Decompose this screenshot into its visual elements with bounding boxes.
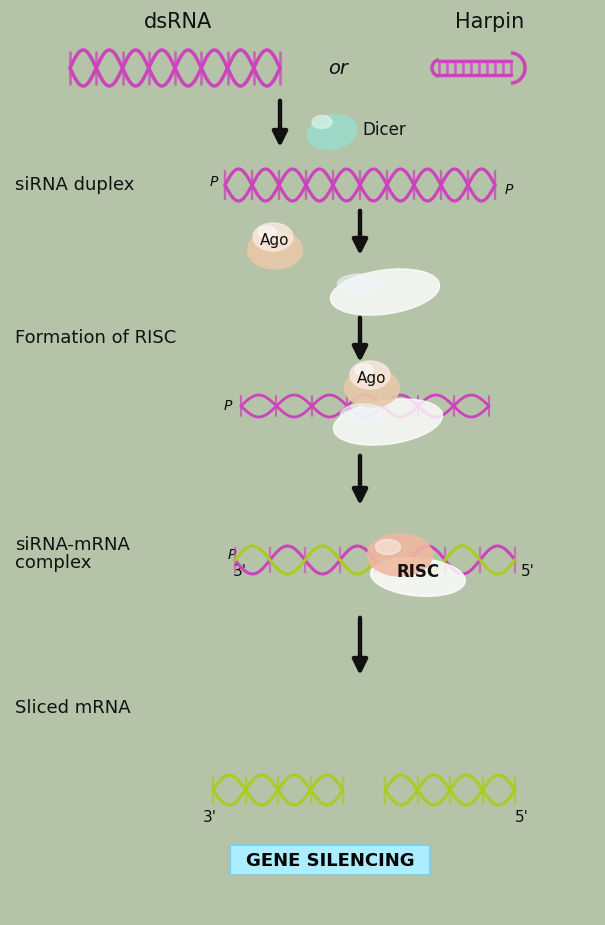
Text: RISC: RISC	[396, 563, 440, 581]
Ellipse shape	[350, 361, 390, 389]
Text: 5': 5'	[521, 564, 535, 579]
Text: P: P	[209, 175, 218, 189]
Ellipse shape	[247, 231, 302, 269]
Ellipse shape	[371, 558, 465, 597]
Ellipse shape	[253, 223, 293, 251]
FancyBboxPatch shape	[230, 845, 430, 875]
Text: dsRNA: dsRNA	[144, 12, 212, 32]
Text: P: P	[228, 548, 236, 562]
Text: Formation of RISC: Formation of RISC	[15, 329, 176, 347]
Text: 3': 3'	[203, 810, 217, 825]
Text: Sliced mRNA: Sliced mRNA	[15, 699, 131, 717]
Ellipse shape	[367, 534, 433, 576]
Text: siRNA-mRNA: siRNA-mRNA	[15, 536, 130, 554]
Text: GENE SILENCING: GENE SILENCING	[246, 852, 414, 870]
Text: Ago: Ago	[357, 371, 387, 386]
Ellipse shape	[341, 404, 385, 424]
Ellipse shape	[330, 269, 440, 315]
Ellipse shape	[312, 116, 332, 129]
Text: or: or	[328, 58, 348, 78]
Ellipse shape	[344, 369, 399, 407]
Text: siRNA duplex: siRNA duplex	[15, 176, 134, 194]
Text: 3': 3'	[233, 564, 247, 579]
Text: Ago: Ago	[260, 232, 290, 248]
Ellipse shape	[376, 539, 401, 554]
Text: P: P	[224, 399, 232, 413]
Text: complex: complex	[15, 554, 91, 572]
Text: Harpin: Harpin	[456, 12, 525, 32]
Ellipse shape	[338, 274, 382, 294]
Text: P: P	[505, 183, 514, 197]
Ellipse shape	[258, 226, 276, 238]
Text: 5': 5'	[515, 810, 529, 825]
Ellipse shape	[355, 364, 373, 376]
Text: Dicer: Dicer	[362, 121, 406, 139]
Ellipse shape	[333, 399, 442, 445]
Ellipse shape	[307, 115, 357, 149]
